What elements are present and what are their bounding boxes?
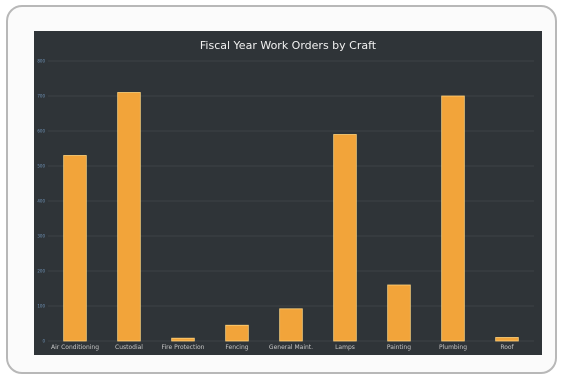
y-tick-label: 0 — [42, 339, 45, 344]
y-tick-label: 700 — [37, 94, 45, 99]
x-category-label: Plumbing — [439, 344, 467, 351]
y-tick-label: 500 — [37, 164, 45, 169]
bar — [333, 134, 357, 342]
y-tick-label: 400 — [37, 199, 45, 204]
x-category-label: Painting — [387, 344, 411, 351]
chart-title: Fiscal Year Work Orders by Craft — [200, 39, 377, 52]
bar — [279, 308, 303, 342]
bar — [387, 284, 411, 342]
y-tick-label: 300 — [37, 234, 45, 239]
x-category-label: Air Conditioning — [51, 344, 99, 351]
x-category-label: Custodial — [115, 344, 143, 351]
y-axis-tick-labels: 0 100 200 300 400 500 600 700 800 — [37, 59, 45, 344]
x-axis-category-labels: Air Conditioning Custodial Fire Protection… — [51, 344, 515, 351]
bar — [63, 155, 87, 342]
y-tick-label: 100 — [37, 304, 45, 309]
bar-chart: Fiscal Year Work Orders by Craft 0 100 200… — [37, 39, 534, 351]
y-tick-label: 600 — [37, 129, 45, 134]
y-tick-label: 200 — [37, 269, 45, 274]
bar — [225, 324, 249, 342]
x-category-label: General Maint. — [269, 344, 313, 351]
x-category-label: Fencing — [225, 344, 248, 351]
bar — [441, 95, 465, 342]
x-category-label: Fire Protection — [162, 344, 205, 351]
x-category-label: Lamps — [335, 344, 355, 351]
bar — [495, 337, 519, 342]
bar — [117, 92, 141, 342]
y-tick-label: 800 — [37, 59, 45, 64]
bar — [171, 337, 195, 342]
chart-panel: Fiscal Year Work Orders by Craft 0 100 200… — [34, 31, 542, 355]
bars — [63, 92, 519, 342]
x-category-label: Roof — [500, 344, 514, 351]
